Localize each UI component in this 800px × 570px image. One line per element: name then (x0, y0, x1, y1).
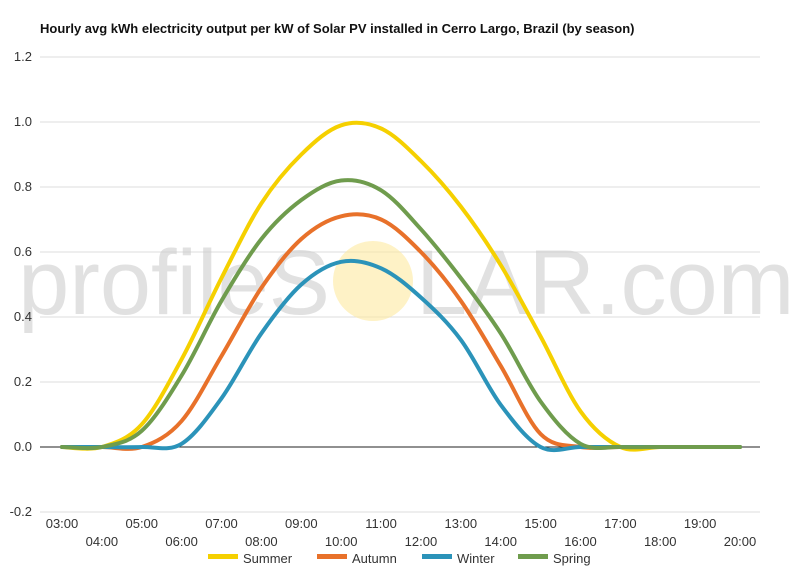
y-tick-label: -0.2 (10, 504, 32, 519)
x-tick-label: 11:00 (365, 516, 397, 531)
x-tick-label: 05:00 (125, 516, 158, 531)
y-tick-label: 0.4 (14, 309, 32, 324)
legend-item-winter[interactable]: Winter (422, 551, 495, 566)
watermark: profileS LAR.com (18, 232, 794, 334)
x-axis: 03:00 05:00 07:00 09:00 11:00 13:00 15:00 17:00… (46, 516, 757, 549)
y-tick-label: 0.6 (14, 244, 32, 259)
legend-swatch (518, 554, 548, 559)
legend-item-spring[interactable]: Spring (518, 551, 591, 566)
x-tick-label: 20:00 (724, 534, 757, 549)
y-tick-label: 1.0 (14, 114, 32, 129)
x-tick-label: 06:00 (165, 534, 198, 549)
x-tick-label: 09:00 (285, 516, 318, 531)
legend-swatch (317, 554, 347, 559)
y-tick-label: 1.2 (14, 49, 32, 64)
legend-label: Spring (553, 551, 591, 566)
y-tick-label: 0.0 (14, 439, 32, 454)
legend-label: Autumn (352, 551, 397, 566)
x-tick-label: 04:00 (86, 534, 119, 549)
legend-swatch (422, 554, 452, 559)
x-tick-label: 17:00 (604, 516, 637, 531)
x-tick-label: 07:00 (205, 516, 238, 531)
x-tick-label: 14:00 (484, 534, 517, 549)
x-tick-label: 08:00 (245, 534, 278, 549)
legend-label: Winter (457, 551, 495, 566)
legend[interactable]: Summer Autumn Winter Spring (208, 551, 591, 566)
x-tick-label: 12:00 (405, 534, 438, 549)
chart-title: Hourly avg kWh electricity output per kW… (40, 21, 635, 36)
x-tick-label: 10:00 (325, 534, 358, 549)
legend-item-summer[interactable]: Summer (208, 551, 293, 566)
watermark-text-left: profileS (18, 232, 330, 334)
legend-label: Summer (243, 551, 293, 566)
series-lines (60, 120, 742, 453)
y-tick-label: 0.2 (14, 374, 32, 389)
x-tick-label: 03:00 (46, 516, 79, 531)
y-tick-label: 0.8 (14, 179, 32, 194)
x-tick-label: 13:00 (445, 516, 478, 531)
x-tick-label: 18:00 (644, 534, 677, 549)
legend-item-autumn[interactable]: Autumn (317, 551, 397, 566)
series-line-spring (60, 178, 742, 451)
x-tick-label: 16:00 (564, 534, 597, 549)
watermark-text-right: LAR.com (416, 232, 794, 334)
x-tick-label: 19:00 (684, 516, 717, 531)
y-axis: -0.2 0.0 0.2 0.4 0.6 0.8 1.0 1.2 (10, 49, 32, 519)
legend-swatch (208, 554, 238, 559)
x-tick-label: 15:00 (524, 516, 557, 531)
